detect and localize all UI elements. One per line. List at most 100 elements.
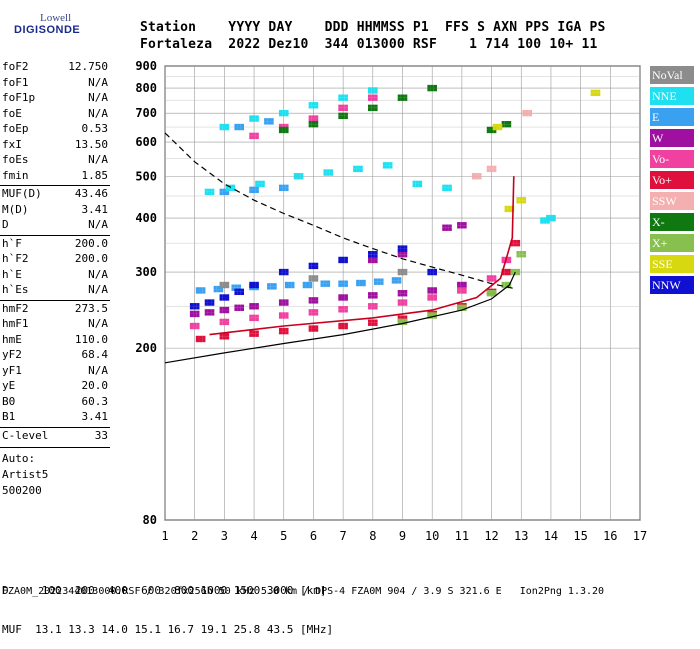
scatter-point-vo-: [338, 104, 342, 108]
scatter-point-nnw: [189, 306, 194, 310]
scatter-point-sse: [590, 92, 594, 97]
scatter-point-nne: [222, 123, 226, 128]
scatter-point-x-: [282, 126, 286, 130]
electron-density-profile-curve: [164, 271, 516, 364]
scatter-point-e: [326, 283, 331, 287]
scatter-point-vo-: [504, 268, 509, 273]
param-name: foF2: [2, 60, 29, 73]
scatter-point-x-: [493, 129, 497, 134]
scatter-point-nnw: [371, 254, 375, 258]
param-name: C-level: [2, 428, 49, 442]
scatter-point-w: [237, 304, 241, 308]
scatter-point-w: [460, 285, 464, 289]
x-tick-label: 2: [191, 529, 198, 543]
scatter-point-nne: [222, 127, 226, 131]
scatter-point-e: [285, 187, 289, 192]
scatter-point-vo-: [404, 299, 408, 303]
legend-item-nnw: NNW: [650, 276, 694, 294]
scatter-point-nne: [323, 172, 327, 176]
param-value: 43.46: [74, 187, 108, 200]
scatter-point-ssw: [486, 168, 490, 173]
scatter-point-sse: [499, 123, 503, 128]
scatter-point-x-: [457, 304, 461, 308]
scatter-point-nne: [371, 87, 375, 91]
scatter-point-vo-: [371, 322, 375, 326]
scatter-point-x-: [368, 104, 372, 108]
scatter-point-nne: [415, 183, 419, 188]
f2-trace-curve: [209, 176, 515, 336]
param-value: N/A: [88, 153, 108, 166]
x-tick-label: 6: [310, 529, 317, 543]
scatter-point-w: [400, 254, 405, 258]
scatter-point-nne: [368, 90, 372, 94]
scatter-point-vo-: [508, 256, 512, 260]
scatter-point-vo-: [195, 335, 200, 339]
scatter-point-x-: [430, 88, 434, 92]
y-tick-label: 80: [143, 513, 157, 527]
scatter-point-noval: [308, 278, 312, 282]
scatter-point-nnw: [374, 254, 378, 258]
scatter-point-w: [374, 295, 378, 299]
scatter-point-vo-: [341, 306, 345, 310]
legend-item-ssw: SSW: [650, 192, 694, 210]
param-row: hmF1 N/A: [2, 317, 108, 332]
scatter-point-x-: [516, 272, 521, 276]
scatter-point-w: [397, 250, 401, 255]
scatter-point-nnw: [344, 256, 348, 260]
scatter-point-nnw: [207, 302, 212, 306]
scatter-point-w: [285, 302, 289, 306]
param-row: M(D) 3.41: [2, 203, 108, 218]
scatter-point-x-: [460, 307, 464, 311]
scatter-point-vo-: [344, 104, 348, 108]
scatter-point-w: [311, 297, 316, 301]
scatter-point-vo-: [371, 97, 375, 101]
scatter-point-vo-: [344, 309, 348, 313]
scatter-point-e: [320, 283, 324, 287]
scatter-point-vo-: [338, 107, 342, 112]
scatter-point-nnw: [219, 294, 223, 298]
scatter-point-e: [341, 280, 345, 284]
scatter-point-nne: [204, 188, 208, 192]
scatter-point-e: [305, 281, 310, 286]
scatter-point-w: [433, 287, 437, 291]
scatter-point-e: [255, 189, 259, 194]
y-tick-label: 400: [135, 211, 157, 225]
x-tick-label: 1: [161, 529, 168, 543]
scatter-point-e: [252, 186, 256, 190]
scatter-point-w: [315, 300, 319, 304]
x-tick-label: 10: [425, 529, 439, 543]
legend-item-x-: X+: [650, 234, 694, 252]
scatter-point-nne: [344, 97, 348, 101]
scatter-point-nne: [359, 165, 363, 169]
scatter-point-x-: [513, 272, 517, 276]
scatter-point-e: [302, 281, 306, 286]
scatter-point-nnw: [368, 250, 372, 255]
scatter-point-e: [359, 283, 363, 287]
scatter-point-vo-: [222, 336, 226, 340]
scatter-point-nnw: [249, 285, 253, 289]
scatter-point-vo-: [225, 333, 230, 337]
scatter-point-vo-: [489, 275, 494, 279]
scatter-point-nne: [356, 165, 360, 169]
scatter-point-nne: [228, 184, 232, 188]
scatter-point-nnw: [308, 262, 312, 266]
scatter-point-w: [222, 306, 226, 311]
scatter-point-vo-: [285, 315, 289, 319]
scatter-point-w: [308, 297, 312, 301]
scatter-point-vo-: [374, 303, 378, 307]
scatter-point-e: [267, 283, 271, 287]
scatter-point-x-: [311, 124, 316, 128]
scatter-point-vo-: [341, 104, 345, 108]
param-row: C-level 33: [2, 429, 108, 444]
scatter-point-w: [463, 281, 467, 286]
scatter-point-nne: [252, 115, 256, 119]
scatter-point-nnw: [430, 268, 434, 273]
scatter-point-vo-: [315, 325, 319, 329]
param-name: hmE: [2, 332, 22, 346]
scatter-point-x-: [371, 107, 375, 112]
scatter-point-nnw: [315, 265, 319, 270]
scatter-point-vo-: [282, 331, 286, 335]
param-row: hmE 110.0: [2, 333, 108, 348]
scatter-point-nnw: [193, 306, 197, 310]
scatter-point-e: [302, 285, 306, 289]
